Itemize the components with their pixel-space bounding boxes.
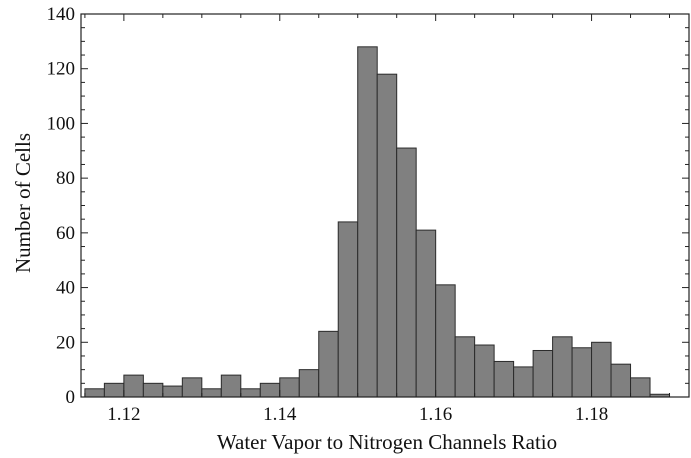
- histogram-bar: [220, 374, 242, 398]
- histogram-bar: [298, 369, 320, 398]
- histogram-bar: [279, 377, 300, 398]
- histogram-bar: [123, 374, 144, 398]
- x-tick-label: 1.14: [263, 404, 297, 425]
- histogram-bar: [552, 336, 573, 398]
- bars-group: [84, 46, 671, 398]
- histogram-bar: [240, 388, 261, 398]
- histogram-bar: [591, 341, 612, 398]
- histogram-bar: [142, 382, 164, 398]
- y-tick-label: 80: [56, 168, 75, 189]
- y-tick-label: 20: [56, 332, 75, 353]
- histogram-bar: [454, 336, 476, 398]
- histogram-bar: [513, 366, 534, 398]
- histogram-bar: [396, 147, 417, 398]
- ticks-group: 0 20 40 60 80 100 120 140 1.12 1.14 1.16 1.18: [47, 4, 689, 425]
- histogram-bar: [610, 363, 632, 398]
- histogram-bar: [259, 382, 281, 398]
- y-axis-title: Number of Cells: [11, 133, 35, 273]
- histogram-bar: [162, 385, 183, 398]
- histogram-bar: [474, 344, 495, 398]
- histogram-bar: [103, 382, 125, 398]
- histogram-bar: [181, 377, 203, 398]
- histogram-bar: [630, 377, 651, 398]
- y-tick-label: 60: [56, 223, 75, 244]
- x-axis-title: Water Vapor to Nitrogen Channels Ratio: [217, 430, 557, 454]
- x-tick-label: 1.12: [107, 404, 140, 425]
- histogram-bar: [415, 229, 437, 398]
- histogram-bar: [84, 388, 105, 398]
- y-tick-label: 100: [47, 113, 76, 134]
- y-tick-label: 120: [47, 59, 76, 80]
- y-tick-label: 0: [66, 387, 76, 408]
- histogram-bar: [532, 349, 554, 398]
- histogram-bar: [357, 46, 378, 398]
- histogram-bar: [337, 221, 359, 398]
- y-tick-label: 40: [56, 278, 75, 299]
- histogram-bar: [201, 388, 222, 398]
- y-tick-label: 140: [47, 4, 76, 25]
- x-tick-label: 1.16: [419, 404, 452, 425]
- x-tick-label: 1.18: [575, 404, 608, 425]
- histogram-bar: [435, 284, 456, 398]
- histogram-bar: [318, 330, 339, 398]
- histogram-bar: [493, 360, 515, 398]
- histogram-bar: [376, 73, 398, 398]
- histogram-bar: [571, 347, 593, 398]
